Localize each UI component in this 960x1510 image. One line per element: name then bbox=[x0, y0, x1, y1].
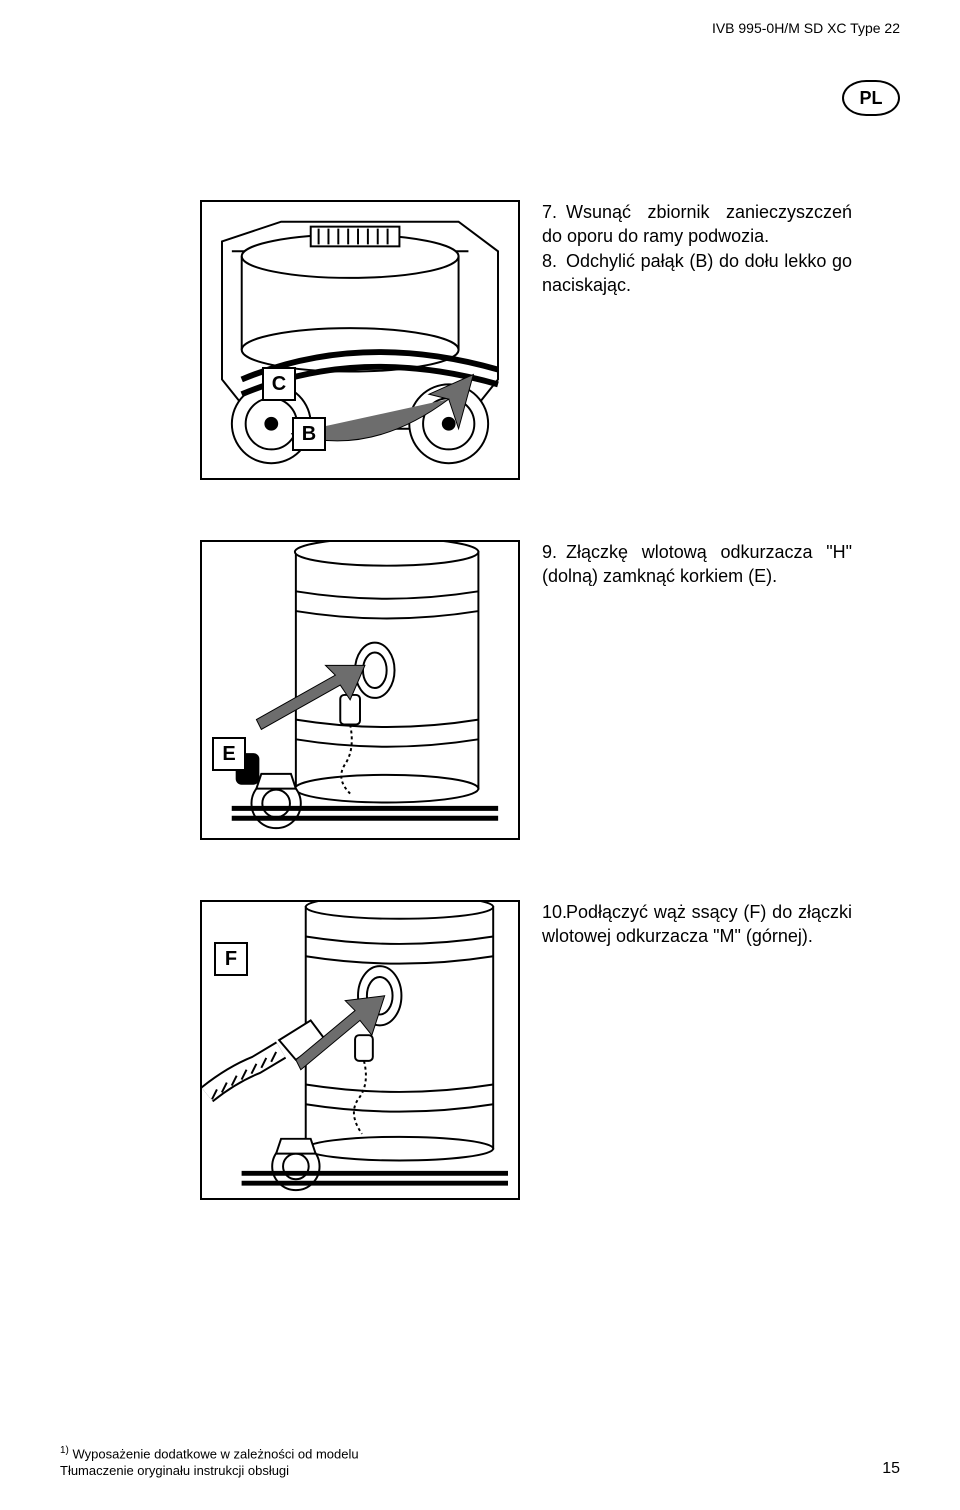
figure-step-9: E bbox=[200, 540, 520, 840]
step-text-10: 10.Podłączyć wąż ssący (F) do złączki wl… bbox=[542, 900, 852, 1200]
figure-step-7-8: C B bbox=[200, 200, 520, 480]
step-text-9: 9.Złączkę wlotową odku­rzacza "H" (dolną… bbox=[542, 540, 852, 840]
page-footer: 1) Wyposażenie dodatkowe w zależności od… bbox=[60, 1444, 900, 1480]
callout-b: B bbox=[292, 417, 326, 451]
language-badge: PL bbox=[842, 80, 900, 116]
callout-e: E bbox=[212, 737, 246, 771]
footer-note: 1) Wyposażenie dodatkowe w zależności od… bbox=[60, 1444, 359, 1480]
page-number: 15 bbox=[882, 1459, 900, 1480]
figure-step-10: F bbox=[200, 900, 520, 1200]
callout-f: F bbox=[214, 942, 248, 976]
header-model: IVB 995-0H/M SD XC Type 22 bbox=[712, 20, 900, 36]
callout-c: C bbox=[262, 367, 296, 401]
step-text-7-8: 7.Wsunąć zbiornik zanieczysz­czeń do opo… bbox=[542, 200, 852, 480]
